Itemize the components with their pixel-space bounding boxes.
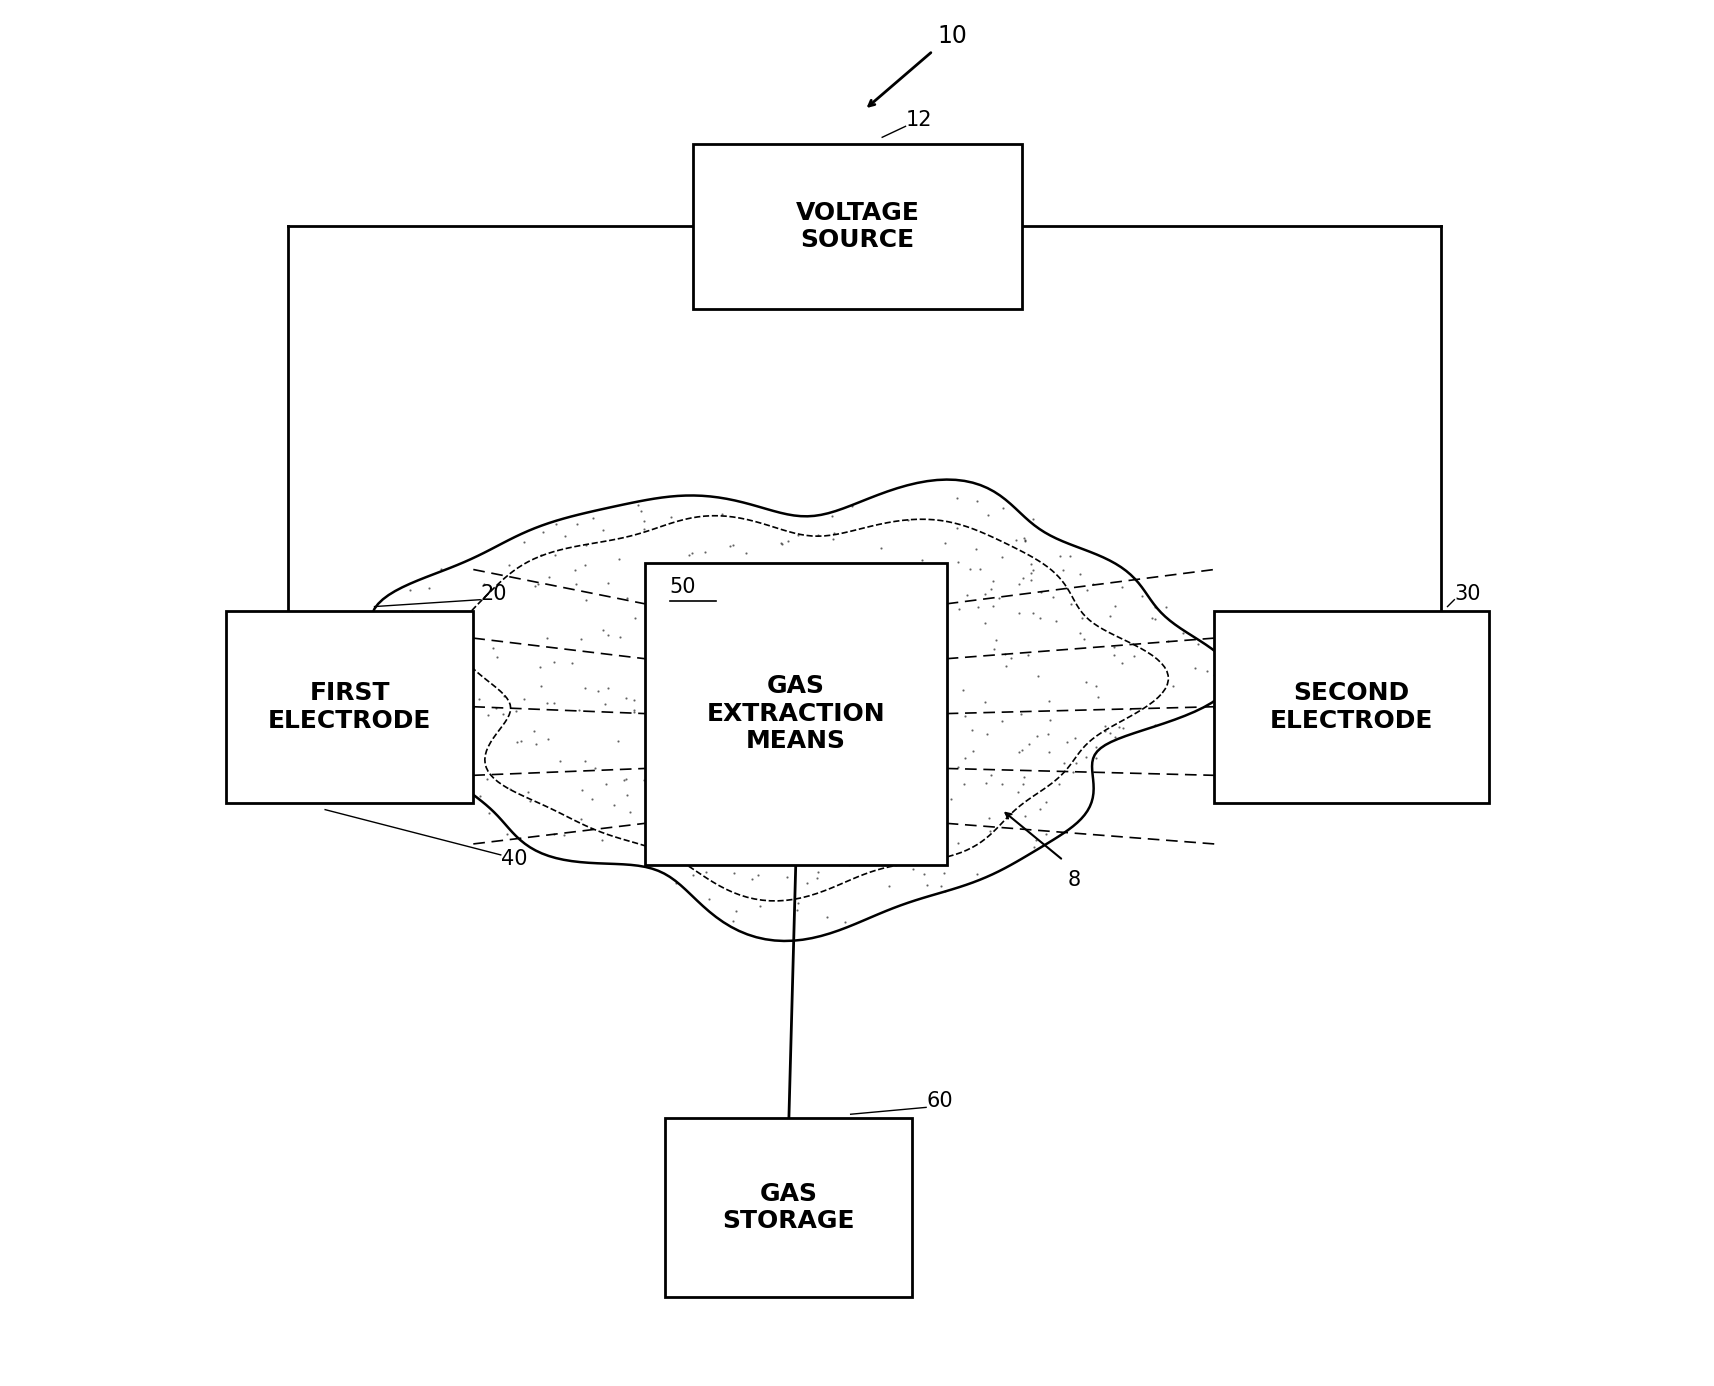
FancyBboxPatch shape <box>692 144 1022 309</box>
Text: 40: 40 <box>500 848 526 869</box>
Text: 60: 60 <box>926 1092 953 1112</box>
Text: GAS
EXTRACTION
MEANS: GAS EXTRACTION MEANS <box>706 674 884 754</box>
Text: VOLTAGE
SOURCE: VOLTAGE SOURCE <box>795 201 919 252</box>
Text: SECOND
ELECTRODE: SECOND ELECTRODE <box>1268 681 1433 733</box>
Text: 10: 10 <box>936 24 967 49</box>
Text: 12: 12 <box>905 111 931 130</box>
Text: 30: 30 <box>1453 584 1479 604</box>
Text: 20: 20 <box>480 584 506 604</box>
FancyBboxPatch shape <box>665 1119 912 1297</box>
Text: GAS
STORAGE: GAS STORAGE <box>722 1182 855 1234</box>
FancyBboxPatch shape <box>644 563 946 865</box>
FancyBboxPatch shape <box>1214 611 1488 802</box>
Text: FIRST
ELECTRODE: FIRST ELECTRODE <box>267 681 432 733</box>
Text: 50: 50 <box>668 577 696 597</box>
Text: 8: 8 <box>1066 870 1080 890</box>
Polygon shape <box>370 480 1231 941</box>
FancyBboxPatch shape <box>226 611 473 802</box>
